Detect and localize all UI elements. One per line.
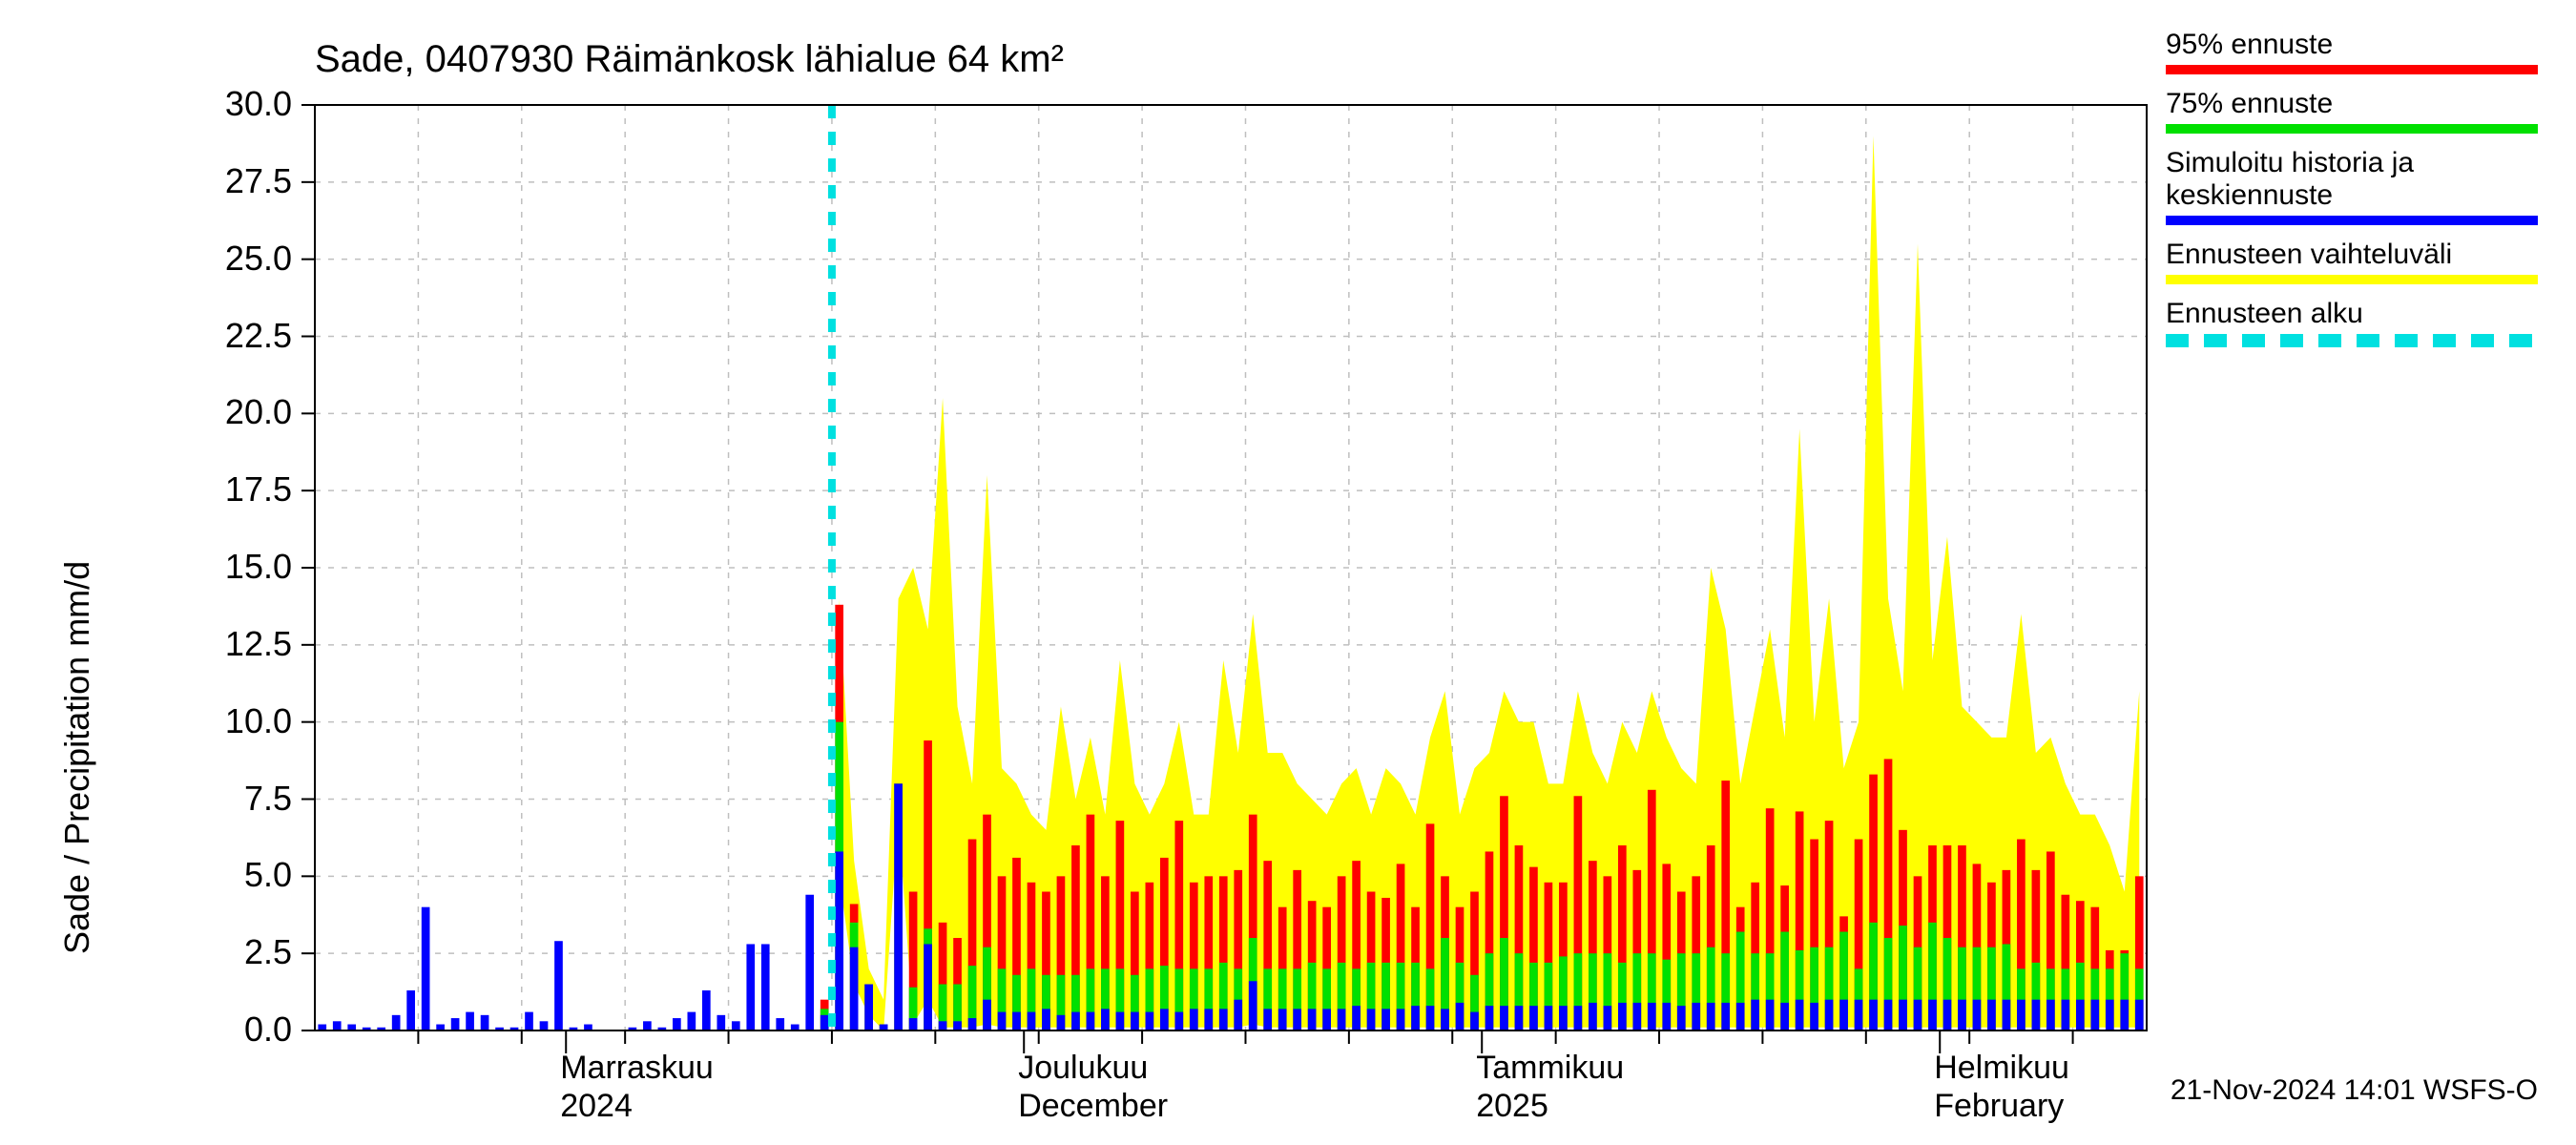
legend: 95% ennuste 75% ennuste Simuloitu historia… [2166, 29, 2538, 361]
x-month-sublabel: December [1018, 1088, 1168, 1125]
legend-item: 75% ennuste [2166, 88, 2538, 134]
y-tick-label: 22.5 [0, 316, 292, 356]
y-tick-label: 25.0 [0, 239, 292, 279]
x-month-label: Marraskuu [560, 1050, 714, 1087]
legend-label: Ennusteen alku [2166, 298, 2538, 330]
footer-timestamp: 21-Nov-2024 14:01 WSFS-O [2171, 1074, 2538, 1107]
y-tick-label: 2.5 [0, 932, 292, 972]
legend-swatch [2166, 334, 2538, 347]
legend-label: Ennusteen vaihteluväli [2166, 239, 2538, 271]
legend-item: Ennusteen alku [2166, 298, 2538, 347]
y-tick-label: 7.5 [0, 779, 292, 819]
x-month-sublabel: February [1934, 1088, 2064, 1125]
legend-label: 95% ennuste [2166, 29, 2538, 61]
x-month-label: Tammikuu [1476, 1050, 1624, 1087]
legend-swatch [2166, 124, 2538, 134]
chart-stage: Sade, 0407930 Räimänkosk lähialue 64 km²… [0, 0, 2576, 1145]
y-tick-label: 17.5 [0, 469, 292, 510]
x-month-label: Joulukuu [1018, 1050, 1148, 1087]
chart-title: Sade, 0407930 Räimänkosk lähialue 64 km² [315, 38, 1064, 81]
legend-item: Simuloitu historia ja keskiennuste [2166, 147, 2538, 225]
legend-item: Ennusteen vaihteluväli [2166, 239, 2538, 284]
x-month-sublabel: 2025 [1476, 1088, 1548, 1125]
x-month-label: Helmikuu [1934, 1050, 2069, 1087]
y-tick-label: 30.0 [0, 84, 292, 124]
legend-swatch [2166, 65, 2538, 74]
y-tick-label: 12.5 [0, 624, 292, 664]
y-tick-label: 0.0 [0, 1010, 292, 1050]
y-tick-label: 20.0 [0, 392, 292, 432]
legend-label: 75% ennuste [2166, 88, 2538, 120]
y-tick-label: 27.5 [0, 161, 292, 201]
legend-swatch [2166, 275, 2538, 284]
legend-label: Simuloitu historia ja keskiennuste [2166, 147, 2538, 212]
y-tick-label: 15.0 [0, 547, 292, 587]
y-tick-label: 5.0 [0, 855, 292, 895]
legend-item: 95% ennuste [2166, 29, 2538, 74]
x-month-sublabel: 2024 [560, 1088, 633, 1125]
legend-swatch [2166, 216, 2538, 225]
y-tick-label: 10.0 [0, 701, 292, 741]
